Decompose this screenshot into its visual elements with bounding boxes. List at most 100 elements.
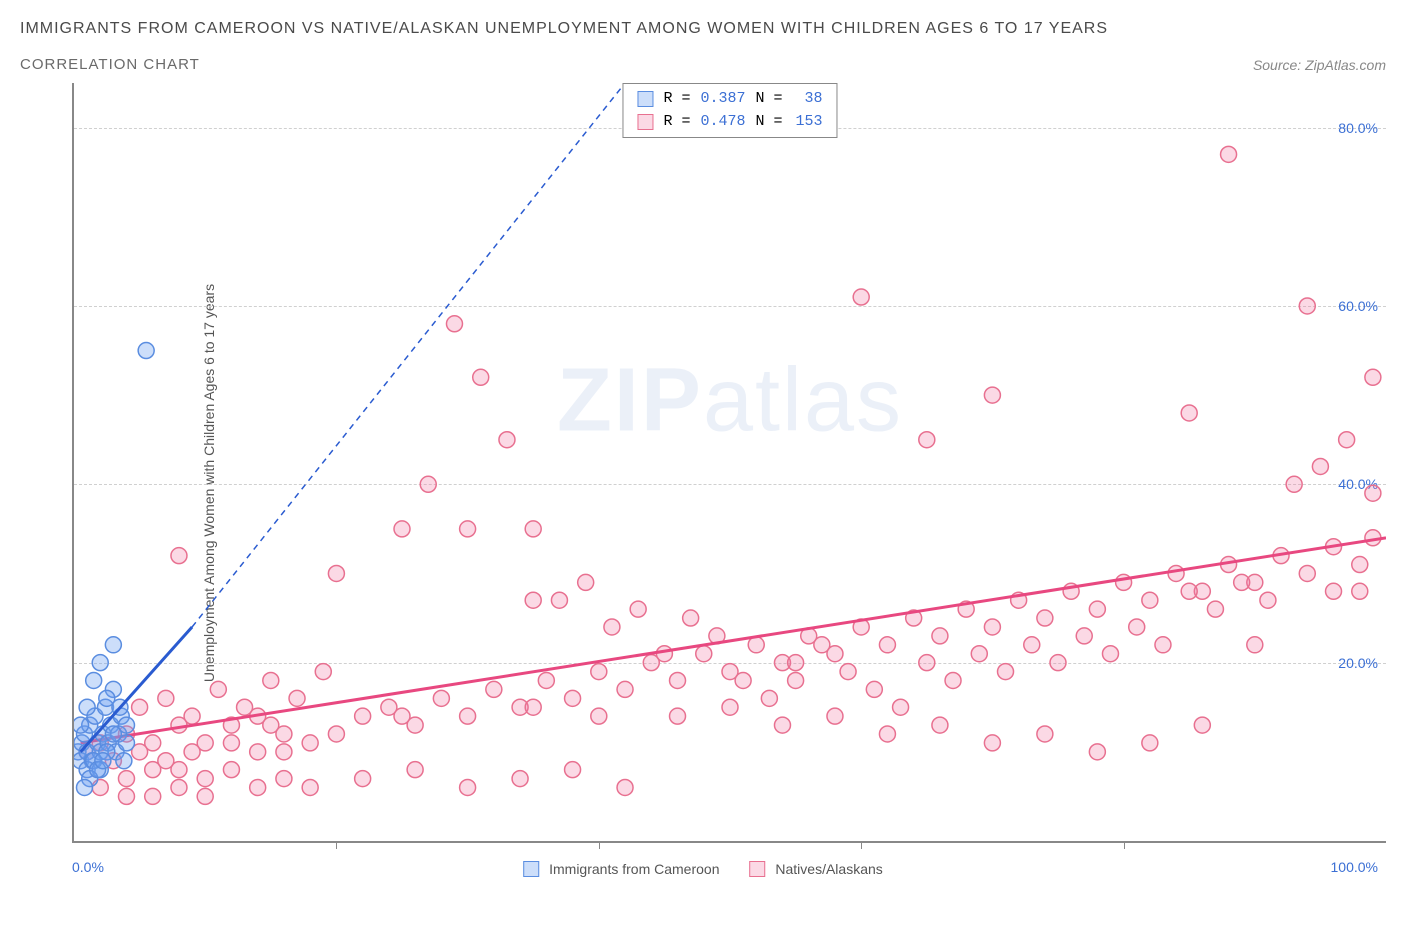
- chart-title: IMMIGRANTS FROM CAMEROON VS NATIVE/ALASK…: [20, 20, 1386, 38]
- data-point: [670, 672, 686, 688]
- data-point: [145, 762, 161, 778]
- data-point: [250, 744, 266, 760]
- data-point: [132, 699, 148, 715]
- data-point: [1024, 637, 1040, 653]
- data-point: [460, 779, 476, 795]
- data-point: [355, 771, 371, 787]
- data-point: [1352, 583, 1368, 599]
- data-point: [197, 735, 213, 751]
- data-point: [1260, 592, 1276, 608]
- data-point: [394, 521, 410, 537]
- data-point: [617, 779, 633, 795]
- data-point: [814, 637, 830, 653]
- data-point: [184, 708, 200, 724]
- data-point: [1155, 637, 1171, 653]
- data-point: [604, 619, 620, 635]
- trend-line: [192, 83, 625, 627]
- data-point: [302, 779, 318, 795]
- data-point: [171, 548, 187, 564]
- x-tick-min: 0.0%: [72, 859, 104, 875]
- legend-swatch-icon: [637, 114, 653, 130]
- data-point: [827, 708, 843, 724]
- data-point: [1089, 601, 1105, 617]
- data-point: [276, 771, 292, 787]
- data-point: [95, 753, 111, 769]
- data-point: [591, 708, 607, 724]
- data-point: [223, 735, 239, 751]
- data-point: [486, 681, 502, 697]
- data-point: [355, 708, 371, 724]
- data-point: [499, 432, 515, 448]
- data-point: [696, 646, 712, 662]
- data-point: [407, 762, 423, 778]
- data-point: [276, 744, 292, 760]
- data-point: [1168, 565, 1184, 581]
- data-point: [512, 771, 528, 787]
- plot-inner: ZIPatlas R = 0.387 N = 38 R = 0.478 N: [74, 83, 1386, 841]
- plot-area: ZIPatlas R = 0.387 N = 38 R = 0.478 N: [72, 83, 1386, 843]
- x-tick: [1124, 841, 1125, 849]
- data-point: [932, 628, 948, 644]
- data-point: [276, 726, 292, 742]
- data-point: [945, 672, 961, 688]
- data-point: [1286, 476, 1302, 492]
- data-point: [197, 788, 213, 804]
- data-point: [525, 699, 541, 715]
- data-point: [394, 708, 410, 724]
- data-point: [525, 592, 541, 608]
- data-point: [86, 672, 102, 688]
- data-point: [670, 708, 686, 724]
- data-point: [879, 726, 895, 742]
- data-point: [919, 655, 935, 671]
- legend-swatch-icon: [523, 861, 539, 877]
- data-point: [1326, 583, 1342, 599]
- legend: Immigrants from Cameroon Natives/Alaskan…: [523, 861, 883, 877]
- data-point: [998, 664, 1014, 680]
- stats-row-1: R = 0.387 N = 38: [637, 88, 822, 111]
- data-point: [565, 690, 581, 706]
- legend-item-1: Immigrants from Cameroon: [523, 861, 719, 877]
- data-point: [1365, 369, 1381, 385]
- stats-row-2: R = 0.478 N = 153: [637, 111, 822, 134]
- data-point: [1339, 432, 1355, 448]
- data-point: [919, 432, 935, 448]
- data-point: [932, 717, 948, 733]
- data-point: [145, 735, 161, 751]
- data-point: [460, 521, 476, 537]
- data-point: [538, 672, 554, 688]
- data-point: [210, 681, 226, 697]
- scatter-svg: [74, 83, 1386, 841]
- r-value: 0.478: [700, 111, 745, 134]
- data-point: [420, 476, 436, 492]
- data-point: [79, 699, 95, 715]
- data-point: [565, 762, 581, 778]
- data-point: [76, 779, 92, 795]
- data-point: [223, 762, 239, 778]
- data-point: [893, 699, 909, 715]
- data-point: [145, 788, 161, 804]
- data-point: [1102, 646, 1118, 662]
- data-point: [1129, 619, 1145, 635]
- data-point: [1221, 146, 1237, 162]
- data-point: [748, 637, 764, 653]
- data-point: [630, 601, 646, 617]
- data-point: [525, 521, 541, 537]
- r-label: R =: [663, 111, 690, 134]
- data-point: [289, 690, 305, 706]
- legend-item-2: Natives/Alaskans: [750, 861, 883, 877]
- legend-swatch-icon: [637, 91, 653, 107]
- data-point: [1181, 583, 1197, 599]
- data-point: [197, 771, 213, 787]
- data-point: [591, 664, 607, 680]
- data-point: [328, 726, 344, 742]
- x-tick: [599, 841, 600, 849]
- data-point: [315, 664, 331, 680]
- legend-label: Natives/Alaskans: [775, 861, 882, 877]
- data-point: [1037, 726, 1053, 742]
- data-point: [971, 646, 987, 662]
- data-point: [263, 672, 279, 688]
- data-point: [118, 717, 134, 733]
- data-point: [446, 316, 462, 332]
- data-point: [1365, 485, 1381, 501]
- data-point: [984, 735, 1000, 751]
